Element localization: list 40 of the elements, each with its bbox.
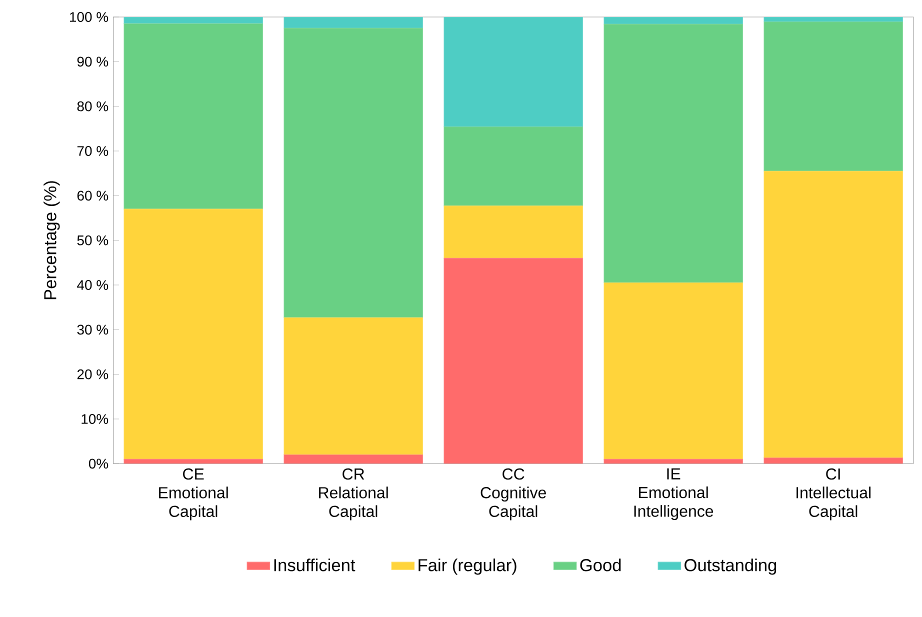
bar — [764, 458, 903, 464]
bar — [444, 206, 583, 258]
bar — [284, 317, 423, 455]
bar — [124, 208, 263, 460]
bar — [124, 23, 263, 210]
y-axis-title: Percentage (%) — [44, 181, 60, 300]
bar — [604, 16, 743, 24]
bar — [444, 258, 583, 464]
legend-label: Outstanding — [684, 558, 776, 575]
bar — [284, 28, 423, 318]
y-tick-label: 100 % — [70, 12, 108, 22]
legend-label: Good — [580, 558, 621, 572]
bar — [124, 458, 263, 464]
y-tick-label: 60 % — [77, 190, 108, 201]
x-tick-label: CC Cognitive Capital — [480, 468, 546, 520]
bar — [444, 126, 583, 206]
bar — [124, 16, 263, 24]
bar — [284, 454, 423, 464]
y-tick-label: 40 % — [77, 280, 108, 290]
y-tick-label: 20 % — [77, 369, 108, 380]
legend-label: Insufficient — [274, 558, 356, 572]
y-tick-label: 80 % — [77, 101, 108, 112]
bar — [444, 16, 583, 128]
x-tick-label: CR Relational Capital — [319, 468, 388, 520]
bar — [604, 24, 743, 284]
bar — [764, 170, 903, 458]
x-tick-label: IE Emotional Intelligence — [634, 468, 714, 520]
y-tick-label: 10% — [82, 414, 108, 424]
y-tick-label: 90 % — [77, 56, 108, 67]
bar — [284, 16, 423, 28]
y-tick-label: 30 % — [77, 324, 108, 335]
y-tick-label: 50 % — [77, 235, 108, 246]
bar — [604, 458, 743, 464]
bar — [764, 22, 903, 172]
bar — [604, 282, 743, 460]
y-tick-label: 70 % — [77, 146, 108, 156]
x-tick-label: CE Emotional Capital — [159, 468, 228, 520]
y-tick-label: 0% — [88, 458, 108, 469]
legend-label: Fair (regular) — [418, 558, 516, 575]
x-tick-label: CI Intellectual Capital — [796, 468, 870, 520]
